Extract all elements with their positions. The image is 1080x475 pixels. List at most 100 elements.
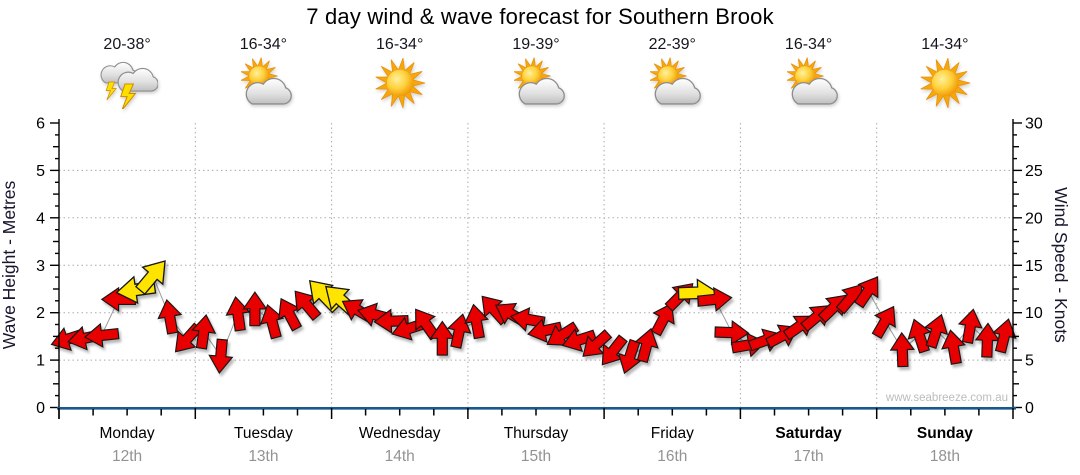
day-name-label: Wednesday: [359, 425, 441, 442]
wind-arrow: [697, 286, 733, 313]
day-temp-range: 16-34°: [376, 36, 424, 53]
day-header: 16-34°: [764, 36, 854, 109]
day-weather-icon: [900, 57, 990, 109]
day-date-label: 14th: [385, 448, 415, 465]
x-axis-ticks: [58, 408, 1014, 419]
wind-arrow: [907, 318, 932, 354]
day-temp-range: 20-38°: [103, 36, 151, 53]
wave-height-tick-label: 3: [36, 258, 45, 275]
day-temp-range: 16-34°: [239, 36, 288, 53]
wind-arrow: [546, 321, 580, 346]
day-weather-icon: [218, 57, 308, 109]
day-header: 14-34°: [900, 36, 990, 109]
sun-disc: [931, 69, 959, 97]
wind-arrow: [634, 327, 659, 364]
day-name-label: Sunday: [917, 425, 973, 442]
cloud: [791, 77, 838, 105]
wave-height-tick-label: 5: [36, 163, 45, 180]
wind-arrow: [259, 303, 285, 340]
wind-arrow: [429, 320, 455, 356]
day-header: 22-39°: [627, 36, 717, 109]
wind-arrow: [714, 319, 750, 346]
day-header: 19-39°: [491, 36, 581, 109]
wind-arrow: [464, 303, 489, 340]
day-name-label: Friday: [651, 425, 694, 442]
wind-arrows: [50, 260, 1017, 375]
day-temp-range: 14-34°: [921, 36, 969, 53]
partly-cloudy-icon: [650, 57, 702, 105]
day-header: 16-34°: [218, 36, 308, 109]
wind-arrow: [278, 297, 303, 332]
day-temp-range: 16-34°: [784, 36, 833, 53]
wind-arrow: [83, 322, 120, 348]
sun-disc: [249, 66, 270, 86]
day-date-label: 16th: [657, 448, 687, 465]
wind-arrow: [208, 338, 234, 375]
day-temp-range: 22-39°: [648, 36, 696, 53]
wind-arrow: [924, 313, 949, 349]
left-axis-title: Wave Height - Metres: [0, 180, 19, 349]
lightning-bolt: [105, 81, 118, 101]
wind-arrow: [957, 308, 983, 344]
wave-height-tick-label: 1: [36, 353, 45, 370]
wind-arrow: [225, 295, 251, 332]
wind-arrow: [889, 331, 915, 368]
sunny-icon: [920, 58, 970, 108]
cloud: [654, 77, 702, 105]
wind-speed-tick-label: 10: [1025, 305, 1043, 322]
wind-speed-tick-label: 15: [1025, 258, 1043, 275]
day-date-label: 18th: [930, 448, 960, 465]
day-name-label: Saturday: [775, 425, 842, 442]
day-name-label: Tuesday: [234, 425, 293, 442]
right-axis-title: Wind Speed - Knots: [1051, 187, 1071, 343]
y-axis-right: [1012, 119, 1022, 409]
watermark: www.seabreeze.com.au: [885, 392, 1008, 404]
day-header: 20-38°: [82, 36, 172, 109]
wave-height-tick-label: 2: [36, 305, 45, 322]
day-name-label: Thursday: [504, 425, 569, 442]
wind-speed-tick-label: 0: [1025, 400, 1034, 417]
wind-arrow: [582, 329, 613, 357]
day-date-label: 12th: [112, 448, 142, 465]
wind-speed-tick-label: 5: [1025, 353, 1034, 370]
wind-arrow: [617, 338, 642, 375]
wind-arrow: [974, 322, 1001, 358]
day-temp-range: 19-39°: [512, 36, 560, 53]
day-weather-icon: [82, 57, 172, 109]
wind-speed-tick-label: 20: [1025, 210, 1043, 227]
partly-cloudy-icon: [513, 57, 565, 105]
wind-arrow: [871, 305, 896, 340]
partly-cloudy-icon: [241, 57, 293, 105]
wind-arrow: [294, 290, 322, 322]
cloud: [518, 77, 565, 105]
sun-disc: [522, 66, 542, 86]
wind-arrow: [373, 308, 409, 334]
day-name-label: Monday: [100, 425, 155, 442]
day-weather-icon: [627, 57, 717, 109]
wind-arrow: [135, 260, 166, 296]
wind-arrow: [941, 329, 966, 365]
wind-arrow: [601, 334, 628, 366]
day-weather-icon: [355, 57, 445, 109]
sunny-icon: [375, 58, 425, 108]
day-date-label: 17th: [794, 448, 824, 465]
wind-arrow: [561, 327, 597, 353]
wind-speed-tick-label: 25: [1025, 163, 1043, 180]
y-axis-left: [50, 119, 60, 419]
wind-arrow: [527, 318, 563, 343]
thunderstorm-icon: [100, 61, 159, 109]
day-weather-icon: [491, 57, 581, 109]
wind-arrow: [157, 298, 183, 335]
day-date-label: 15th: [521, 448, 551, 465]
wind-arrow: [191, 313, 217, 350]
partly-cloudy-icon: [786, 57, 838, 105]
lightning-bolt: [120, 83, 137, 109]
wave-height-tick-label: 6: [36, 116, 45, 133]
wave-height-tick-label: 4: [36, 210, 45, 227]
day-date-label: 13th: [248, 448, 278, 465]
wave-height-tick-label: 0: [36, 400, 45, 417]
sun-disc: [386, 69, 413, 97]
page-title: 7 day wind & wave forecast for Southern …: [306, 4, 774, 29]
day-weather-icon: [764, 57, 854, 109]
